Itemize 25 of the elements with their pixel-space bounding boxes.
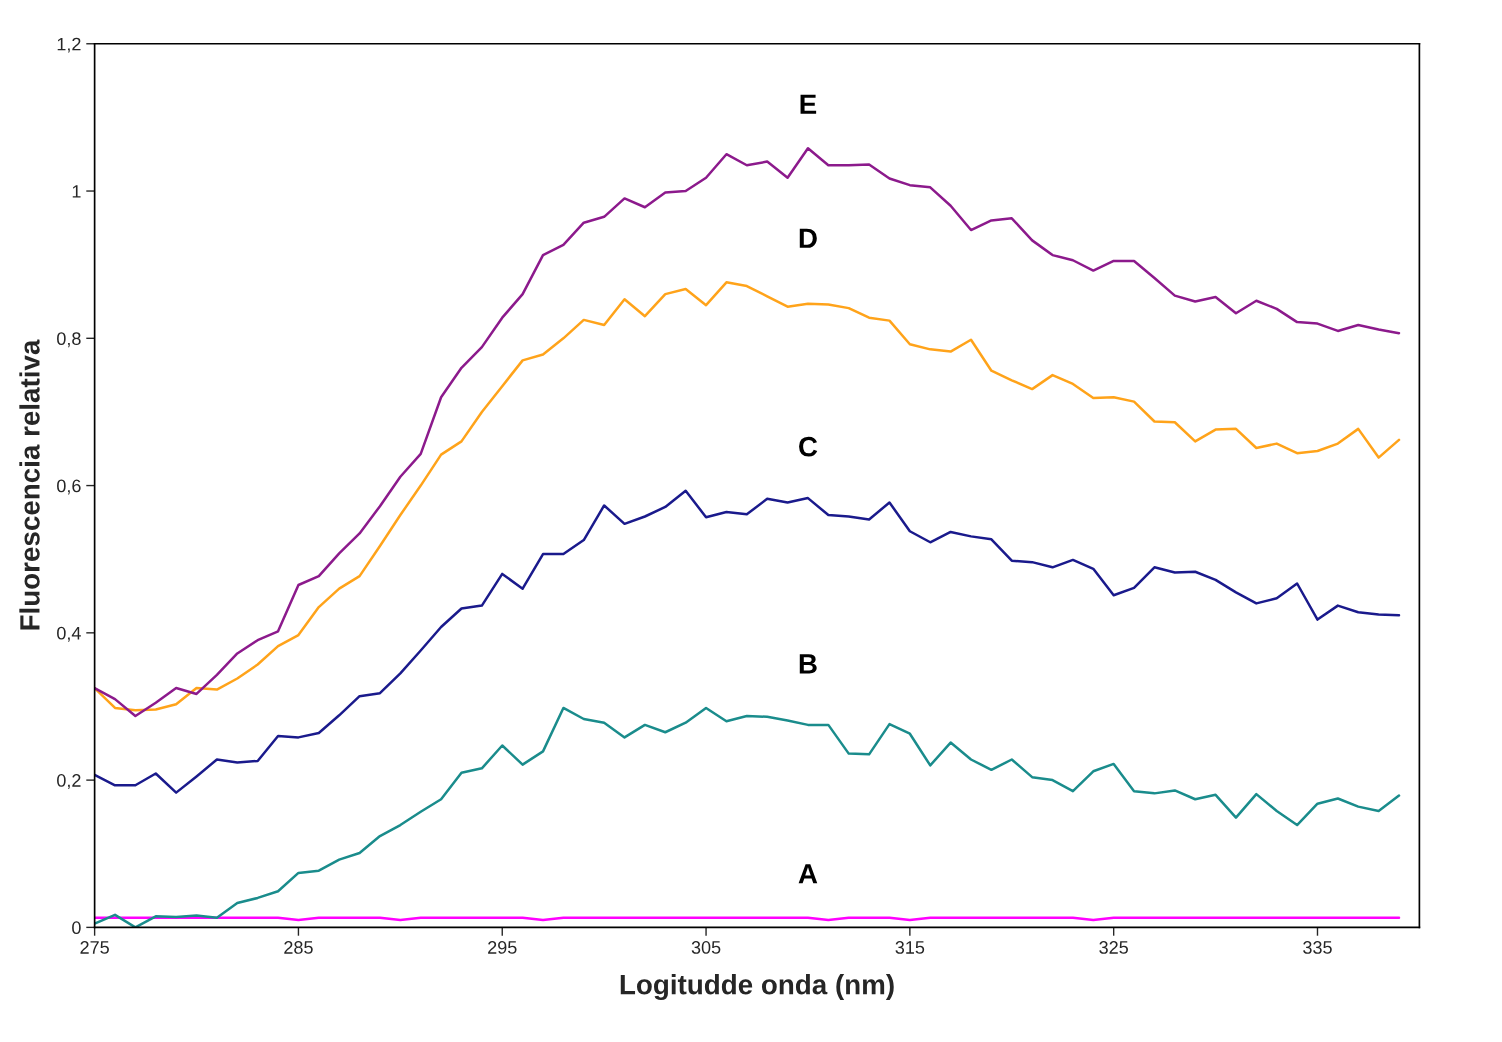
series-label: A <box>798 864 818 884</box>
series-label: C <box>799 436 818 457</box>
text: D <box>799 228 817 248</box>
y-tick-label: 0 <box>72 921 81 935</box>
line-series <box>94 281 1401 712</box>
y-tick-label: 0,6 <box>57 479 81 495</box>
y-tick-label: 1 <box>72 185 81 198</box>
y-tick-label: 0,4 <box>57 626 81 642</box>
line-series <box>94 706 1401 928</box>
x-tick-label: 275 <box>80 941 109 954</box>
x-tick-label: 335 <box>1303 941 1332 954</box>
x-tick-label: 295 <box>488 941 517 954</box>
series-label: E <box>800 94 817 114</box>
y-tick-label: 0,8 <box>57 332 81 348</box>
x-tick-label: 285 <box>284 941 313 954</box>
x-tick-label: 315 <box>895 941 925 954</box>
line-series <box>94 147 1401 718</box>
y-tick-label: 0,2 <box>57 774 81 789</box>
line-series <box>94 489 1401 794</box>
x-tick-label: 325 <box>1099 941 1128 954</box>
y-tick-label: 1,2 <box>57 37 81 53</box>
series-label: B <box>799 654 817 674</box>
y-axis-title: Fluorescencia relativa <box>19 339 40 630</box>
x-axis-title: Logitudde onda (nm) <box>620 974 894 1001</box>
x-tick-label: 305 <box>691 941 721 954</box>
